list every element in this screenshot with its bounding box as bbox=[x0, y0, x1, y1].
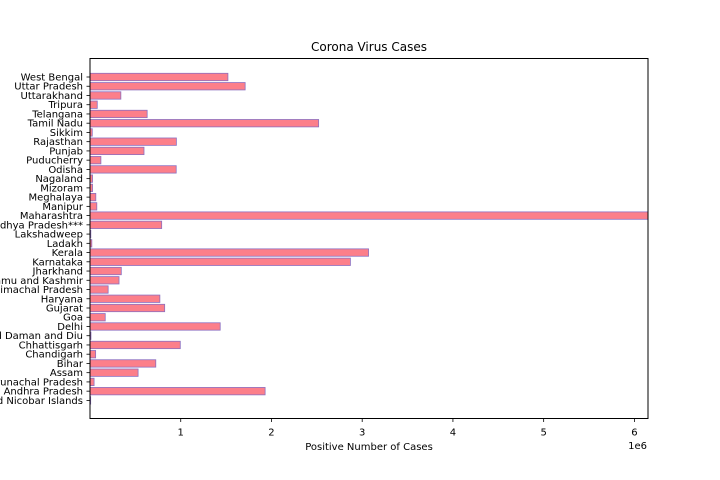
bar bbox=[89, 156, 102, 165]
y-tick-label: Chhattisgarh bbox=[19, 340, 83, 351]
y-tick-label: Punjab bbox=[49, 146, 83, 157]
y-tick-label: Meghalaya bbox=[28, 193, 83, 204]
bar bbox=[89, 165, 177, 174]
plot-frame bbox=[89, 58, 649, 419]
y-tick-label: Tamil Nadu bbox=[27, 119, 83, 130]
y-tick-label: Himachal Pradesh bbox=[0, 285, 83, 296]
bar bbox=[89, 340, 181, 350]
x-axis-label: Positive Number of Cases bbox=[305, 442, 433, 453]
bar bbox=[89, 248, 369, 257]
bar bbox=[89, 137, 177, 146]
y-tick-label: Andaman and Nicobar Islands bbox=[0, 396, 83, 407]
chart-title: Corona Virus Cases bbox=[311, 40, 427, 54]
y-tick-label: Assam bbox=[50, 368, 83, 379]
x-tick-label: 3 bbox=[359, 428, 365, 439]
bar bbox=[89, 303, 166, 313]
bar bbox=[89, 146, 145, 156]
bar bbox=[89, 368, 139, 377]
y-tick-label: Jammu and Kashmir bbox=[0, 276, 84, 287]
y-tick-label: Sikkim bbox=[50, 128, 83, 139]
x-tick-label: 6 bbox=[631, 428, 637, 439]
y-tick-label: Dadra and Nagar Haveli and Daman and Diu bbox=[0, 331, 83, 342]
bar bbox=[89, 350, 97, 359]
bar bbox=[89, 257, 351, 266]
x-tick-label: 5 bbox=[540, 428, 546, 439]
y-tick-label: Puducherry bbox=[26, 156, 83, 167]
bar bbox=[89, 387, 266, 396]
y-tick-label: Delhi bbox=[57, 322, 83, 333]
y-tick-label: Odisha bbox=[48, 165, 83, 176]
bar bbox=[89, 220, 163, 229]
bar bbox=[89, 294, 161, 303]
bar bbox=[89, 100, 98, 109]
bar bbox=[89, 313, 106, 322]
bar bbox=[89, 266, 122, 276]
bar bbox=[89, 359, 157, 368]
y-tick-label: West Bengal bbox=[21, 73, 83, 84]
y-tick-label: Madhya Pradesh*** bbox=[0, 220, 83, 231]
bar bbox=[89, 109, 148, 119]
bar bbox=[89, 276, 120, 285]
y-tick-label: Rajasthan bbox=[33, 137, 83, 148]
bar bbox=[89, 193, 97, 202]
y-tick-label: Uttar Pradesh bbox=[14, 82, 83, 93]
y-tick-label: Goa bbox=[63, 313, 83, 324]
y-tick-label: Gujarat bbox=[46, 304, 83, 315]
bar bbox=[89, 82, 246, 91]
y-tick-label: Bihar bbox=[57, 359, 84, 370]
y-tick-label: Haryana bbox=[41, 294, 83, 305]
y-tick-label: Karnataka bbox=[32, 257, 83, 268]
y-tick-label: Lakshadweep bbox=[15, 230, 83, 241]
bar bbox=[89, 377, 95, 387]
y-tick-label: Uttarakhand bbox=[21, 91, 83, 102]
y-tick-label: Telangana bbox=[31, 109, 83, 120]
bar bbox=[89, 211, 649, 220]
bar bbox=[89, 285, 109, 294]
y-tick-label: Andhra Pradesh bbox=[4, 387, 83, 398]
y-tick-label: Ladakh bbox=[47, 239, 83, 250]
y-tick-label: Kerala bbox=[52, 248, 83, 259]
x-axis-scale-label: 1e6 bbox=[628, 441, 647, 452]
bar bbox=[89, 202, 98, 211]
y-tick-label: Manipur bbox=[42, 202, 84, 213]
y-tick-label: Mizoram bbox=[40, 183, 83, 194]
y-tick-label: Jharkhand bbox=[32, 267, 83, 278]
y-tick-label: Arunachal Pradesh bbox=[0, 377, 83, 388]
x-tick-label: 4 bbox=[450, 428, 456, 439]
y-tick-label: Tripura bbox=[48, 100, 83, 111]
y-tick-label: Nagaland bbox=[35, 174, 83, 185]
x-tick-label: 2 bbox=[268, 428, 274, 439]
bar bbox=[89, 72, 229, 82]
x-axis-ticks: 1 2 3 4 5 6 bbox=[178, 418, 638, 439]
y-tick-label: Chandigarh bbox=[25, 350, 83, 361]
bar bbox=[89, 119, 320, 128]
y-tick-label: Maharashtra bbox=[20, 211, 83, 222]
x-tick-label: 1 bbox=[178, 428, 184, 439]
bar bbox=[89, 91, 122, 100]
bars-group bbox=[89, 72, 649, 405]
bar bbox=[89, 322, 221, 331]
